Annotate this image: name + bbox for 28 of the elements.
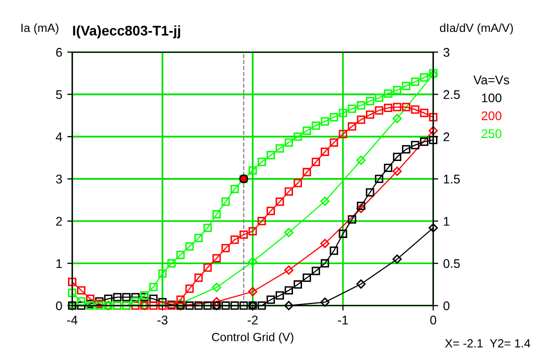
y2-tick-label: 0.5 [443, 259, 460, 268]
y2-tick-label: 2.5 [444, 90, 460, 100]
y-tick-label: 5 [56, 90, 62, 100]
legend-title: Va=Vs [473, 76, 510, 84]
x-tick-label: -2 [248, 316, 258, 324]
y-tick-label: 0 [56, 301, 62, 310]
x-tick-label: -4 [67, 316, 78, 324]
y2-axis-title: dIa/dV (mA/V) [440, 23, 513, 34]
y-axis-title: Ia (mA) [21, 23, 58, 34]
y-tick-label: 4 [56, 132, 62, 142]
y2-tick-label: 1.5 [444, 174, 460, 184]
x-tick-label: -1 [338, 316, 348, 324]
y2-tick-label: 0 [443, 301, 450, 310]
x-tick-label: 0 [430, 316, 436, 324]
text: 100 [482, 93, 502, 102]
text: 200 [482, 111, 502, 120]
y-tick-label: 3 [56, 174, 62, 184]
chart-title: I(Va)ecc803-T1-jj [73, 25, 180, 38]
y-tick-label: 1 [56, 259, 62, 268]
x-tick-label: -3 [157, 316, 168, 324]
y2-tick-label: 2 [444, 132, 450, 142]
x-axis-title: Control Grid (V) [212, 332, 294, 344]
text: X= -2.1 Y2= 1.4 [445, 339, 530, 348]
y-tick-label: 2 [56, 216, 62, 226]
y-tick-label: 6 [56, 48, 62, 57]
text: 250 [482, 129, 502, 138]
y2-tick-label: 1 [444, 217, 450, 226]
y2-tick-label: 3 [443, 48, 450, 57]
